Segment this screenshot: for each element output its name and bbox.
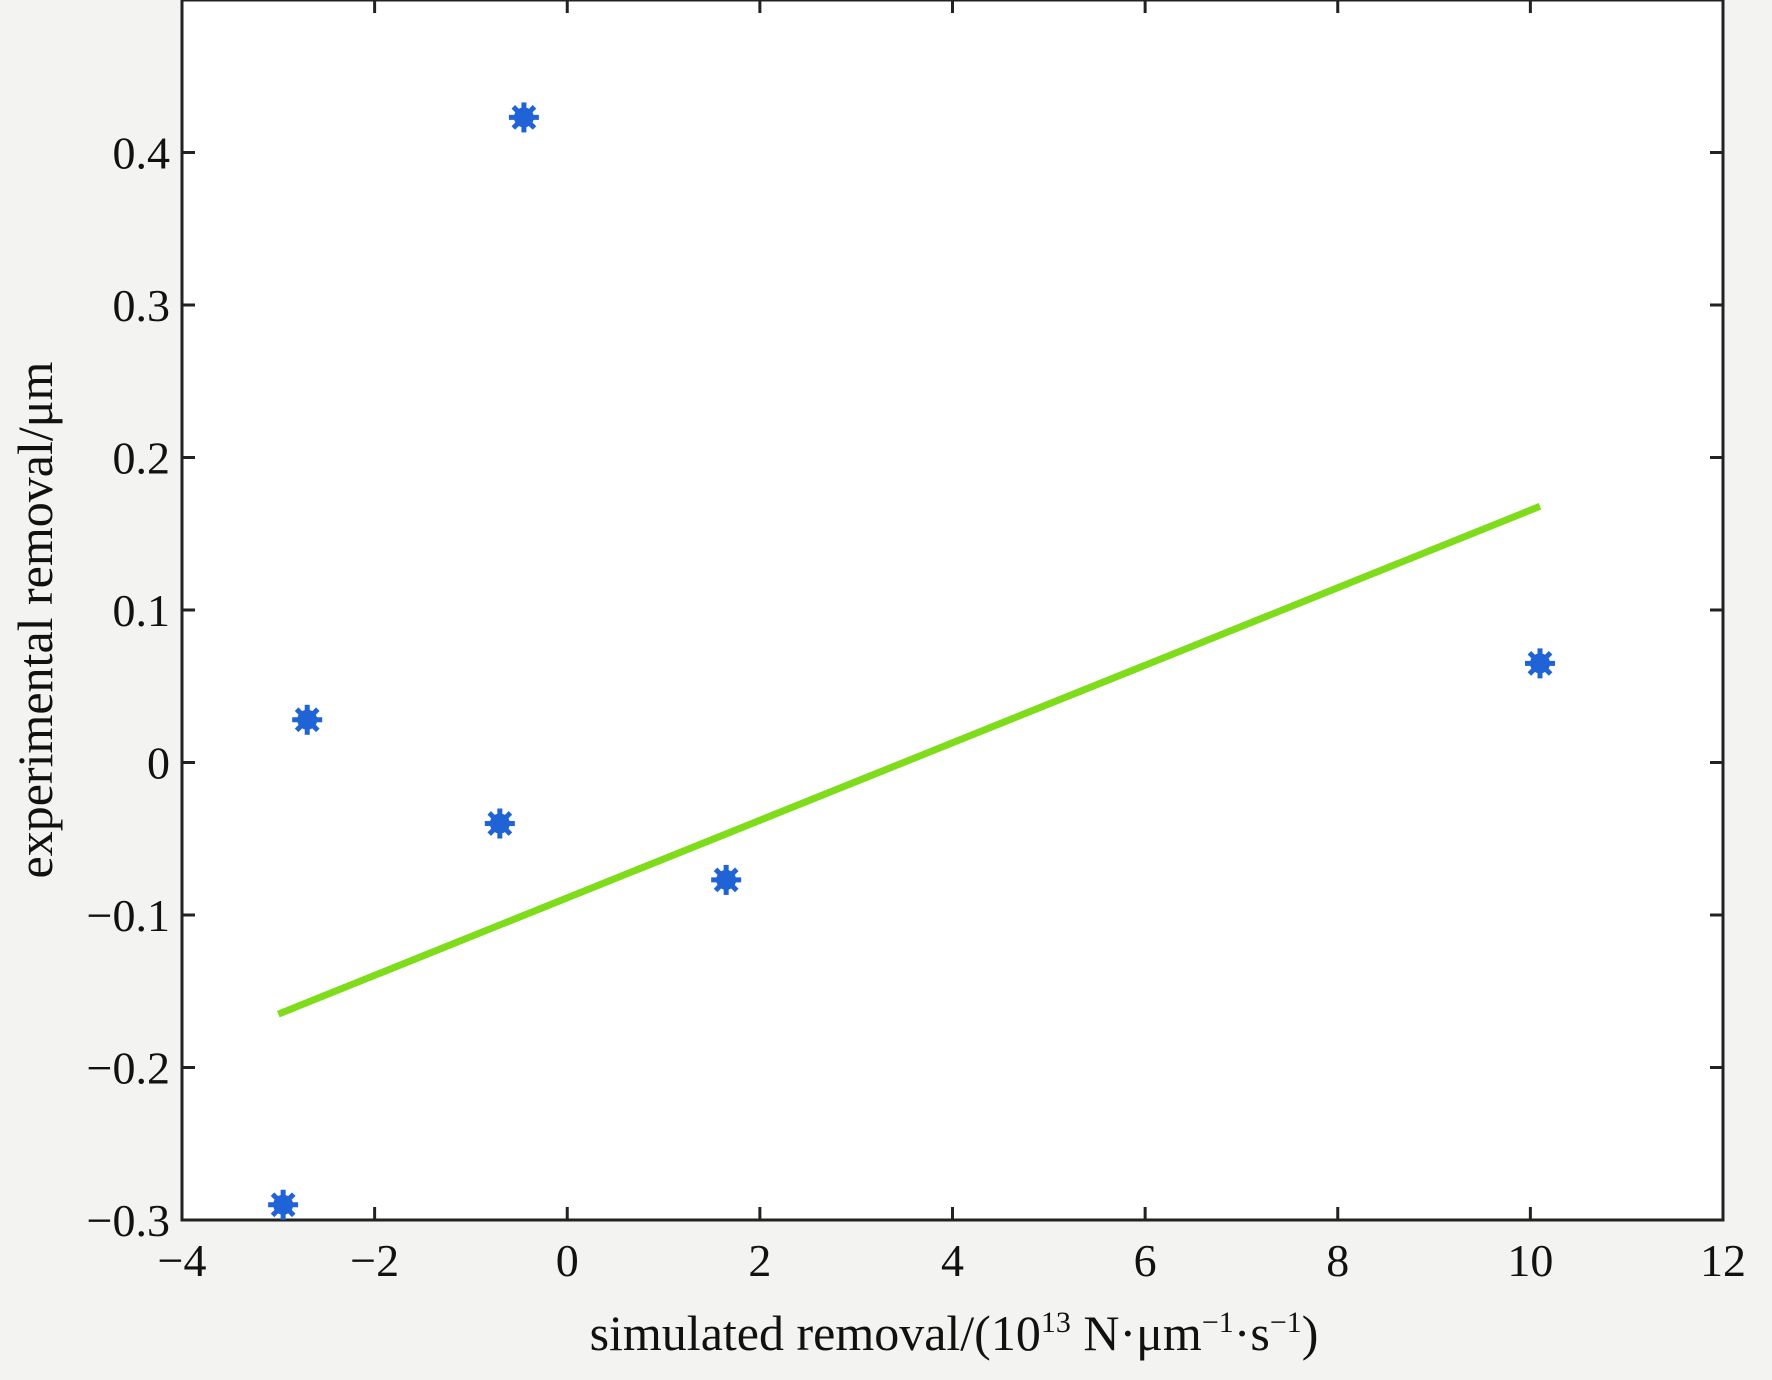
x-tick-label: 2 xyxy=(748,1235,771,1286)
axis-ticks xyxy=(180,0,1725,1222)
data-point xyxy=(484,808,515,839)
data-point xyxy=(508,102,539,133)
y-tick-label: 0.4 xyxy=(113,128,171,179)
x-tick-label: −4 xyxy=(158,1235,207,1286)
x-tick-label: 4 xyxy=(941,1235,964,1286)
data-points-layer xyxy=(268,102,1556,1220)
x-tick-label: 8 xyxy=(1326,1235,1349,1286)
y-tick-labels: −0.3 −0.2 −0.1 0 0.1 0.2 0.3 0.4 xyxy=(87,128,170,1247)
plot-area xyxy=(180,0,1725,1222)
x-tick-label: −2 xyxy=(350,1235,399,1286)
y-tick-label: −0.3 xyxy=(87,1195,170,1246)
x-tick-label: 12 xyxy=(1700,1235,1746,1286)
y-tick-label: 0.2 xyxy=(113,433,171,484)
x-tick-label: 10 xyxy=(1507,1235,1553,1286)
y-axis-title: experimental removal/μm xyxy=(7,361,63,878)
x-tick-label: 0 xyxy=(556,1235,579,1286)
y-tick-label: −0.1 xyxy=(87,890,170,941)
y-tick-label: −0.2 xyxy=(87,1043,170,1094)
data-point xyxy=(711,864,742,895)
fit-line xyxy=(277,503,1542,1018)
y-tick-label: 0 xyxy=(147,738,170,789)
x-tick-label: 6 xyxy=(1134,1235,1157,1286)
fit-line-layer xyxy=(277,503,1542,1018)
x-axis-title: simulated removal/(1013 N·μm−1·s−1) xyxy=(590,1305,1319,1361)
y-tick-label: 0.1 xyxy=(113,585,171,636)
data-point xyxy=(1525,648,1556,679)
data-point xyxy=(292,704,323,735)
y-tick-label: 0.3 xyxy=(113,280,171,331)
x-tick-labels: −4 −2 0 2 4 6 8 10 12 xyxy=(158,1235,1746,1286)
data-point xyxy=(268,1189,299,1220)
